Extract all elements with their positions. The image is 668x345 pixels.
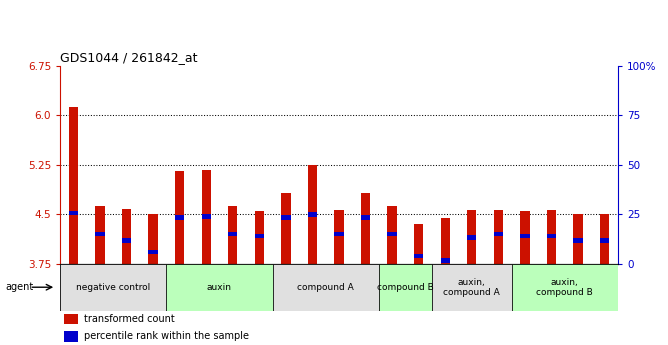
Bar xyxy=(64,314,79,324)
Bar xyxy=(547,234,556,238)
Bar xyxy=(60,264,166,310)
Text: auxin,
compound B: auxin, compound B xyxy=(536,277,593,297)
Bar xyxy=(520,211,530,264)
Bar xyxy=(494,210,503,264)
Bar xyxy=(600,238,609,243)
Bar xyxy=(494,232,503,236)
Bar xyxy=(467,235,476,240)
Text: compound B: compound B xyxy=(377,283,434,292)
Bar xyxy=(600,214,609,264)
Text: GDS1044 / 261842_at: GDS1044 / 261842_at xyxy=(60,51,198,65)
Bar xyxy=(441,218,450,264)
Bar xyxy=(166,264,273,310)
Bar xyxy=(273,264,379,310)
Bar xyxy=(512,264,618,310)
Text: compound A: compound A xyxy=(297,283,354,292)
Bar xyxy=(175,215,184,220)
Text: agent: agent xyxy=(5,282,33,292)
Bar xyxy=(573,238,582,243)
Bar xyxy=(69,107,78,264)
Bar xyxy=(387,206,397,264)
Bar xyxy=(414,254,424,258)
Bar xyxy=(122,209,131,264)
Bar xyxy=(96,206,105,264)
Bar xyxy=(432,264,512,310)
Bar xyxy=(308,165,317,264)
Bar xyxy=(335,232,343,236)
Bar xyxy=(202,214,211,219)
Bar xyxy=(547,210,556,264)
Text: auxin,
compound A: auxin, compound A xyxy=(444,277,500,297)
Bar xyxy=(64,331,79,342)
Bar xyxy=(148,214,158,264)
Bar xyxy=(308,212,317,217)
Bar xyxy=(441,258,450,263)
Bar xyxy=(414,224,424,264)
Bar xyxy=(379,264,432,310)
Bar xyxy=(202,170,211,264)
Bar xyxy=(122,238,131,243)
Bar xyxy=(96,232,105,236)
Text: transformed count: transformed count xyxy=(84,314,175,324)
Text: percentile rank within the sample: percentile rank within the sample xyxy=(84,332,249,341)
Bar xyxy=(335,210,343,264)
Text: auxin: auxin xyxy=(207,283,232,292)
Bar xyxy=(255,211,264,264)
Bar xyxy=(361,215,370,220)
Bar xyxy=(573,214,582,264)
Bar xyxy=(228,232,237,236)
Bar xyxy=(520,234,530,238)
Bar xyxy=(387,232,397,236)
Text: negative control: negative control xyxy=(76,283,150,292)
Bar xyxy=(175,171,184,264)
Bar xyxy=(281,193,291,264)
Bar xyxy=(69,211,78,215)
Bar xyxy=(361,193,370,264)
Bar xyxy=(467,210,476,264)
Bar xyxy=(281,215,291,220)
Bar xyxy=(148,250,158,254)
Bar xyxy=(228,206,237,264)
Bar xyxy=(255,234,264,238)
